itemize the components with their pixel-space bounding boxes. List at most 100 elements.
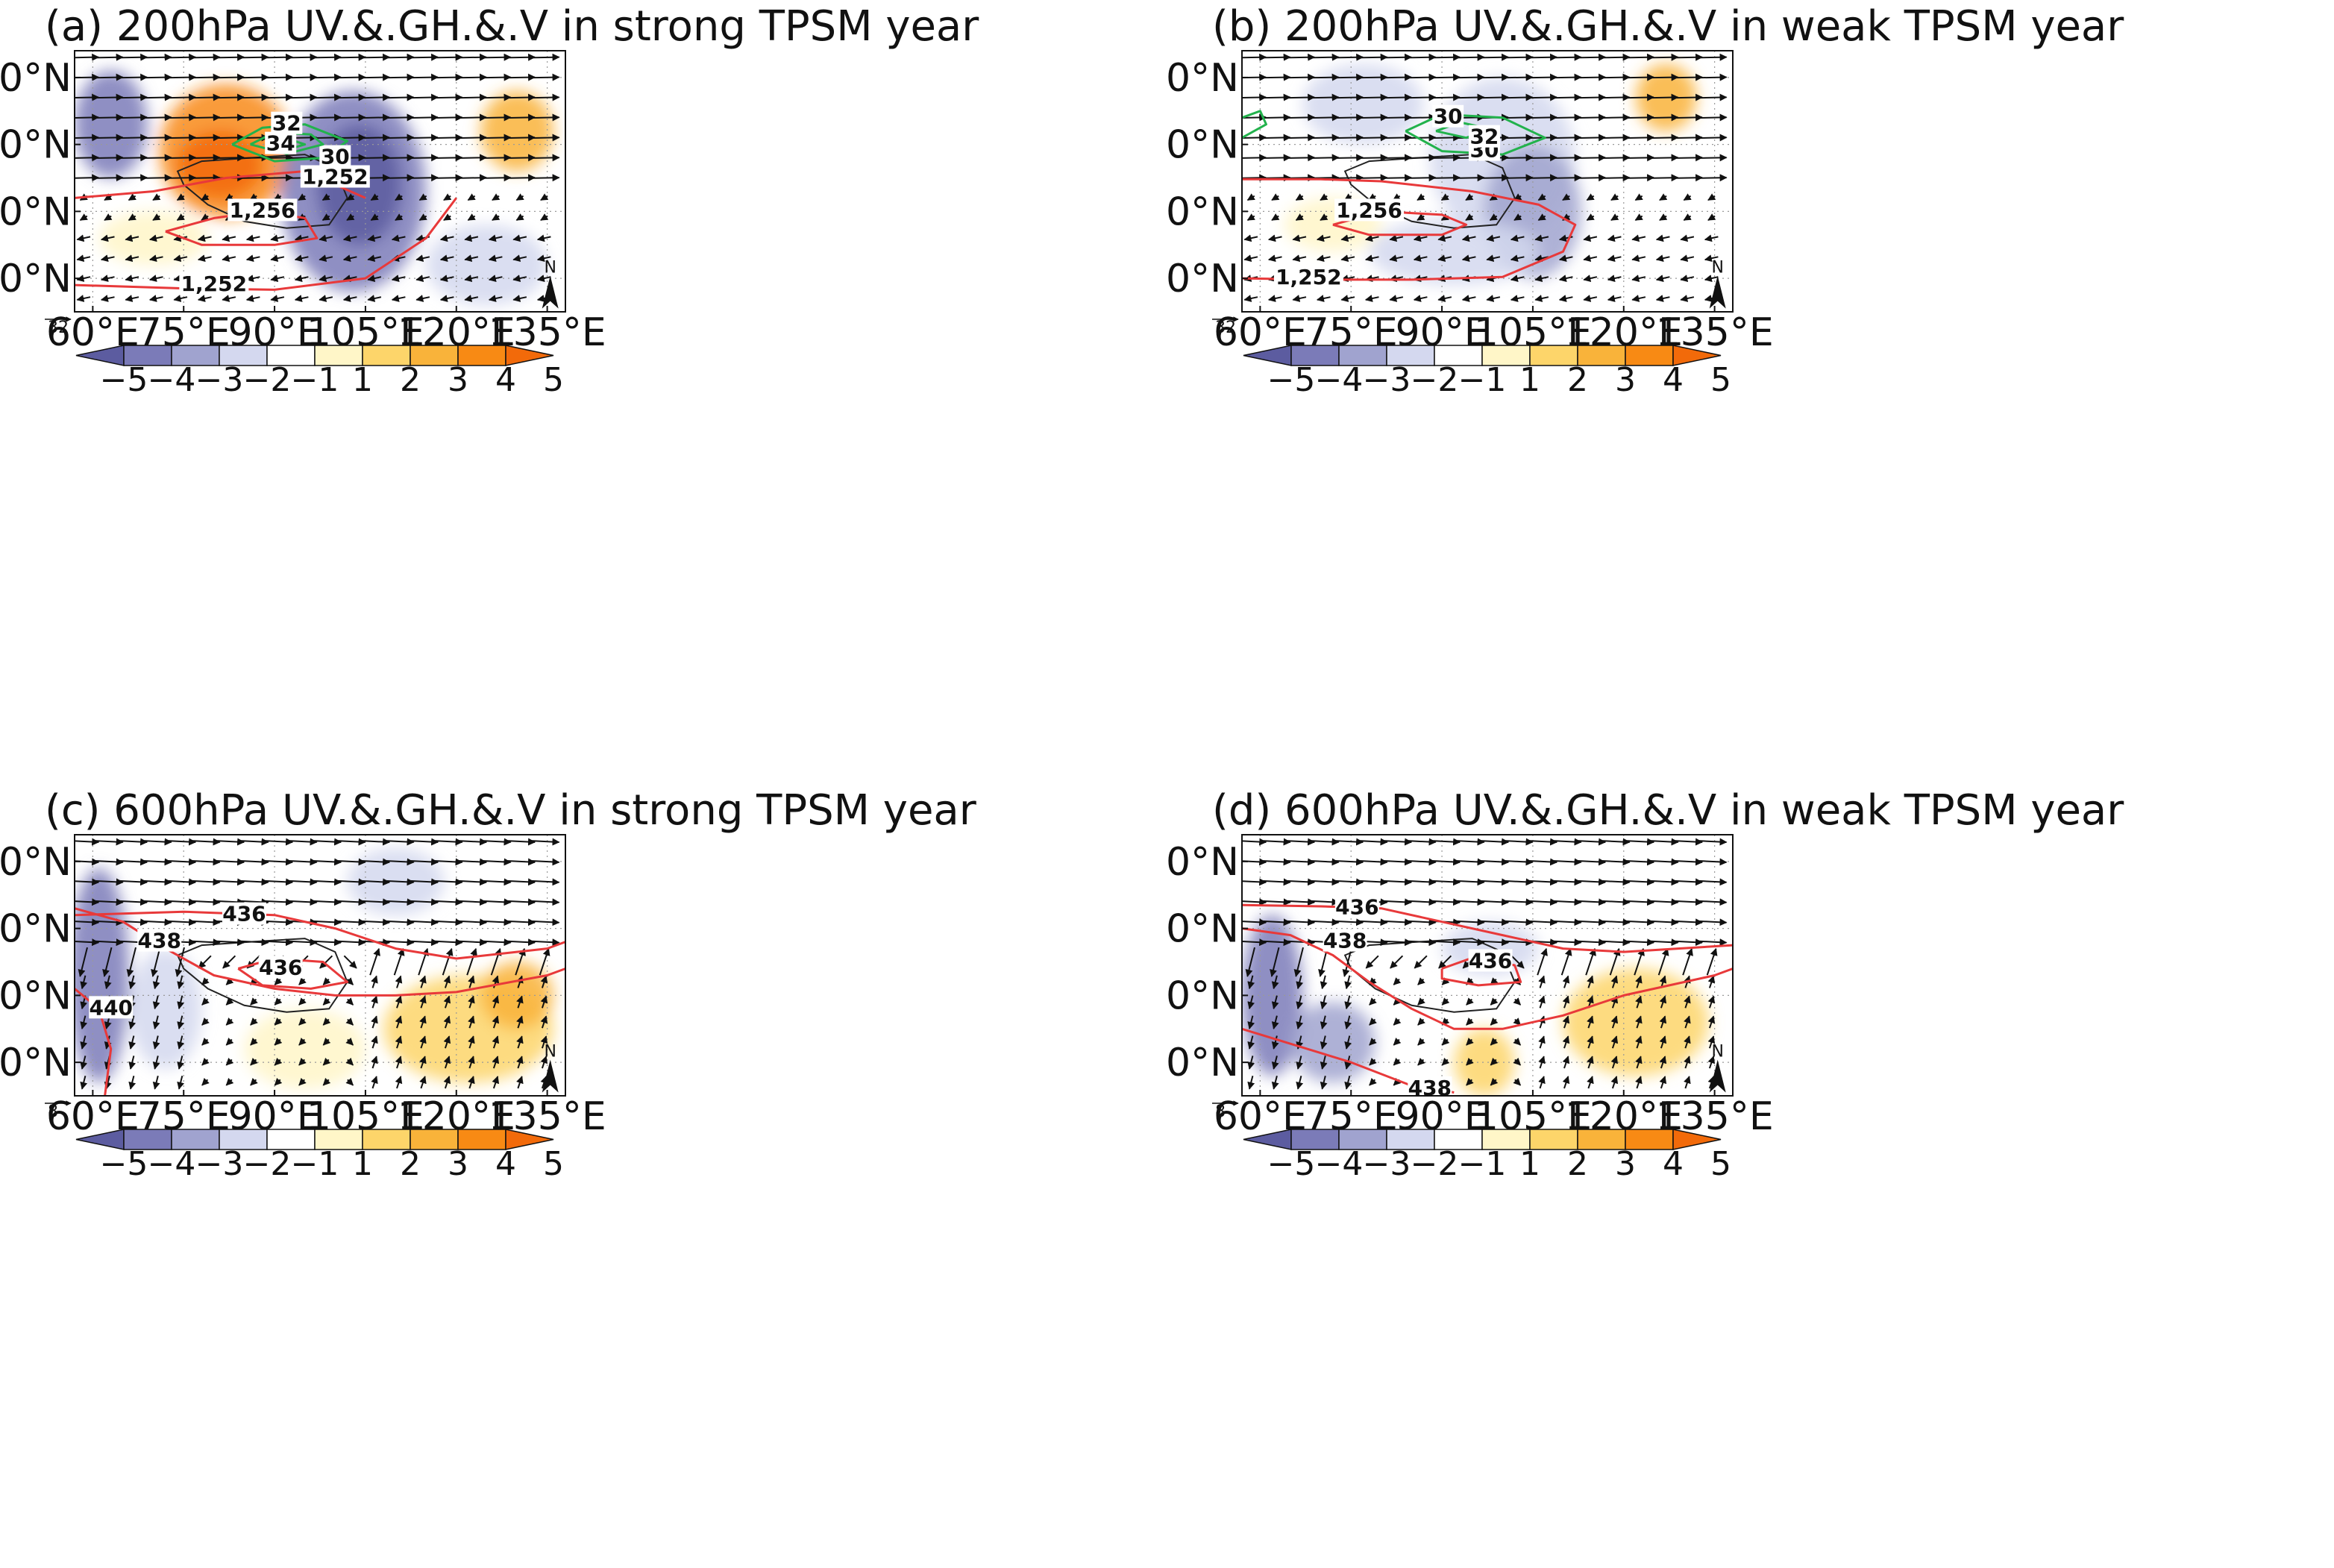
wind-arrow [1308, 838, 1340, 846]
colorbar-label: −2 [1411, 361, 1459, 399]
wind-arrow [1659, 1076, 1667, 1089]
map-chart-d: (d) 600hPa UV.&.GH.&.V in weak TPSM year… [1167, 786, 2124, 1183]
wind-arrow [345, 1038, 354, 1046]
wind-arrow [1575, 878, 1607, 886]
wind-arrow [516, 995, 524, 1009]
wind-arrow [1648, 878, 1679, 886]
wind-arrow [464, 275, 479, 282]
gh-contours: 436 438 436 440 [75, 902, 565, 1096]
wind-arrow [1260, 898, 1291, 906]
wind-arrow [335, 938, 366, 947]
wind-arrow [152, 995, 160, 1010]
wind-arrow [515, 193, 524, 201]
wind-arrow [1454, 838, 1485, 846]
wind-arrow [1672, 918, 1703, 926]
wind-arrow [201, 1077, 210, 1086]
wind-arrow [457, 858, 488, 866]
wind-arrow [1635, 975, 1643, 988]
wind-arrow [1537, 947, 1548, 976]
wind-arrow [152, 1056, 160, 1070]
wind-arrow [488, 295, 503, 302]
north-arrow-label: N [1711, 259, 1723, 277]
wind-arrow [515, 213, 524, 221]
wind-arrow [367, 275, 382, 282]
wind-arrow [250, 1057, 258, 1066]
wind-arrow [100, 295, 115, 302]
wind-arrow [1369, 1017, 1377, 1026]
wind-arrow [395, 193, 404, 201]
wind-arrow [1680, 254, 1695, 263]
wind-arrow [1333, 878, 1364, 886]
wind-arrow [225, 997, 234, 1006]
wind-arrow [395, 1056, 403, 1069]
wind-arrow [1271, 995, 1279, 1010]
wind-arrow [419, 995, 427, 1009]
wind-arrow [1575, 898, 1607, 906]
wind-arrow [1510, 955, 1525, 969]
wind-arrow [1316, 295, 1331, 302]
wind-arrow [141, 898, 172, 906]
colorbar-label: 5 [1710, 1145, 1731, 1183]
wind-arrow [1478, 858, 1510, 866]
wind-arrow [492, 213, 501, 221]
colorbar-label: −1 [291, 1145, 339, 1183]
wind-arrow [1502, 878, 1534, 886]
wind-arrow [443, 975, 451, 988]
wind-arrow [464, 234, 479, 242]
wind-arrow [539, 947, 550, 976]
wind-arrow [76, 275, 91, 282]
wind-arrow [1478, 938, 1510, 947]
wind-arrow [1631, 275, 1646, 282]
gh-contour-label: 436 [222, 902, 266, 926]
wind-arrow [1430, 898, 1461, 906]
wind-arrow [516, 975, 524, 988]
wind-arrow [152, 975, 160, 990]
wind-arrow [319, 295, 333, 302]
wind-arrow [92, 898, 124, 906]
wind-arrow [245, 275, 260, 282]
wind-arrow [1490, 1057, 1499, 1066]
wind-arrow [75, 898, 100, 906]
wind-arrow [488, 254, 503, 263]
wind-arrow [383, 878, 415, 886]
panel-title: (a) 200hPa UV.&.GH.&.V in strong TPSM ye… [45, 2, 979, 51]
wind-arrow [177, 1076, 185, 1090]
wind-arrow [1393, 1038, 1402, 1046]
wind-arrow [286, 838, 318, 846]
wind-arrow [1242, 838, 1267, 846]
wind-arrow [1454, 898, 1485, 906]
wind-arrow [1655, 295, 1670, 302]
wind-arrow [298, 1038, 307, 1046]
wind-arrow [1502, 898, 1534, 906]
wind-arrow [1610, 975, 1619, 988]
wind-arrow [148, 234, 163, 242]
wind-arrow [480, 858, 512, 866]
wind-arrow [345, 977, 354, 985]
wind-arrow [225, 1057, 234, 1066]
wind-vector-field [75, 838, 560, 1090]
wind-arrow [1551, 918, 1582, 926]
wind-arrow [322, 1017, 331, 1026]
colorbar-label: 5 [1710, 361, 1731, 399]
shading-patch [426, 225, 548, 306]
colorbar-segment [1672, 1129, 1722, 1150]
wind-arrow [1562, 995, 1570, 1009]
wind-arrow [274, 1038, 283, 1046]
gh-contour-line [75, 988, 113, 1096]
wind-arrow [1271, 975, 1279, 990]
wind-arrow [1634, 213, 1643, 221]
colorbar-label: −2 [243, 1145, 292, 1183]
wind-arrow [1684, 1056, 1691, 1069]
wind-arrow [166, 898, 197, 906]
wind-arrow [152, 213, 161, 221]
colorbar: −5 −4 −3 −2 −1 1 2 3 4 5 [75, 1129, 564, 1183]
wind-arrow [360, 918, 391, 926]
wind-arrow [515, 947, 526, 976]
wind-arrow [1246, 213, 1255, 221]
wind-arrow [529, 93, 560, 101]
wind-arrow [1599, 838, 1631, 846]
shading-patch [1454, 1029, 1515, 1096]
wind-arrow [1293, 947, 1304, 977]
wind-arrow [166, 858, 197, 866]
